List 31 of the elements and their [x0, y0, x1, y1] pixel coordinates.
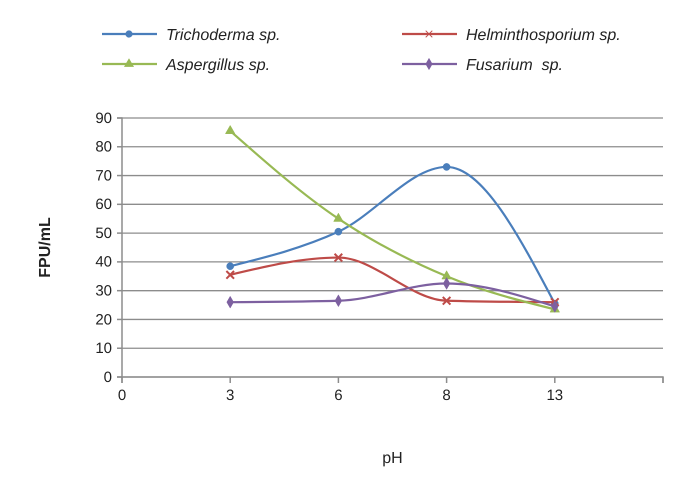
legend-label: Helminthosporium sp.: [466, 27, 621, 44]
y-tick-label: 90: [95, 110, 112, 127]
y-tick-label: 30: [95, 282, 112, 300]
y-tick-label: 20: [95, 311, 112, 328]
y-tick-label: 70: [95, 167, 112, 184]
legend-label: Trichoderma sp.: [166, 27, 280, 44]
x-tick-label: 3: [226, 387, 234, 404]
y-tick-label: 10: [95, 340, 112, 358]
y-axis-title: FPU/mL: [37, 217, 54, 278]
y-tick-label: 40: [95, 254, 112, 271]
point: [334, 228, 342, 236]
y-tick-label: 0: [104, 368, 112, 386]
point: [226, 262, 234, 270]
legend-label: Fusarium sp.: [466, 57, 563, 74]
point: [442, 163, 450, 171]
point: [550, 297, 560, 308]
point: [225, 270, 236, 280]
point: [334, 252, 344, 262]
legend-label: Aspergillus sp.: [165, 57, 270, 74]
point: [333, 212, 344, 222]
x-tick-label: 13: [546, 387, 564, 404]
point: [442, 270, 452, 280]
y-tick-label: 80: [95, 138, 112, 156]
x-tick-label: 8: [442, 387, 451, 404]
y-tick-label: 60: [95, 196, 112, 214]
point: [442, 296, 452, 306]
x-tick-label: 6: [334, 387, 343, 404]
x-axis-title: pH: [382, 450, 403, 467]
point: [225, 125, 236, 134]
y-tick-label: 50: [95, 224, 112, 242]
x-tick-label: 0: [118, 387, 126, 404]
